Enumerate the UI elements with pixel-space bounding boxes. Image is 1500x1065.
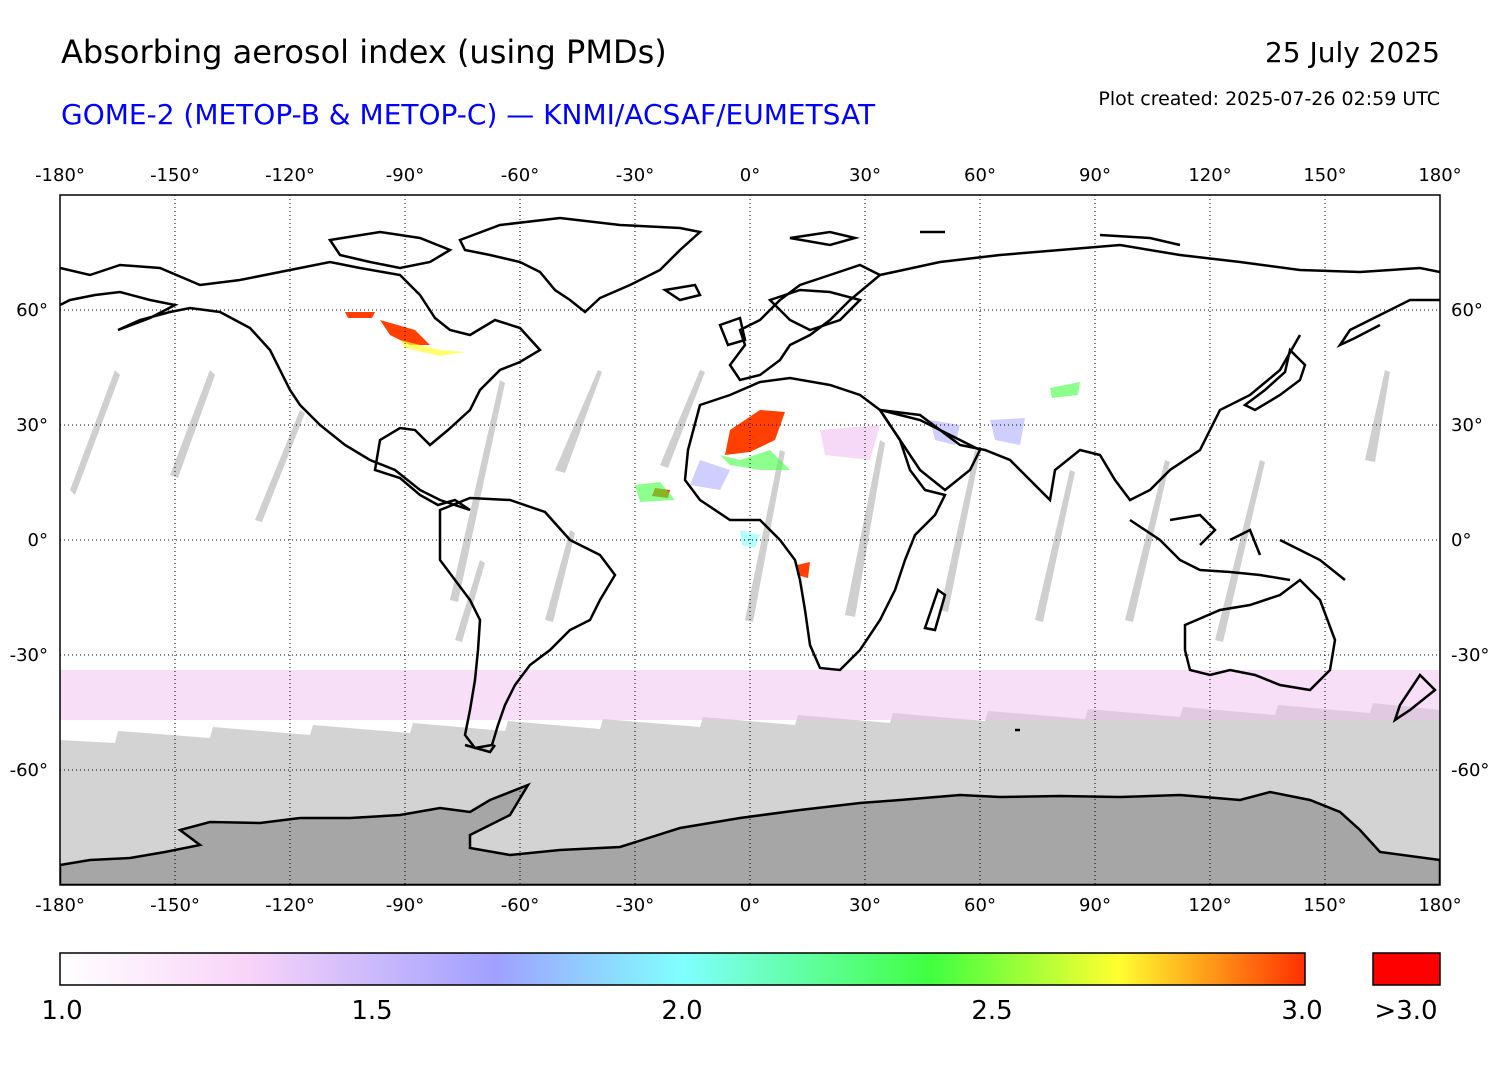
canada-fires bbox=[380, 320, 430, 345]
lat-tick: 30° bbox=[1451, 415, 1483, 436]
lat-tick: -30° bbox=[1451, 645, 1489, 666]
lon-tick: 90° bbox=[1079, 895, 1111, 916]
asia-coast bbox=[879, 243, 1440, 503]
lat-tick: 30° bbox=[16, 415, 48, 436]
lat-tick: -30° bbox=[10, 645, 48, 666]
plot-title: Absorbing aerosol index (using PMDs) bbox=[61, 33, 667, 71]
greenland-coast bbox=[458, 216, 703, 314]
colorbar-tick: 3.0 bbox=[1281, 996, 1323, 1026]
colorbar-overflow-label: >3.0 bbox=[1374, 996, 1438, 1026]
plot-created-timestamp: Plot created: 2025-07-26 02:59 UTC bbox=[1098, 88, 1440, 110]
coastlines bbox=[60, 216, 1440, 754]
lon-tick: 0° bbox=[740, 895, 760, 916]
lon-tick: 60° bbox=[964, 165, 996, 186]
lon-tick: 150° bbox=[1303, 895, 1346, 916]
lon-tick: -120° bbox=[265, 165, 315, 186]
lat-ticks-left: 60° 30° 0° -30° -60° bbox=[10, 300, 48, 781]
colorbar-tick: 1.0 bbox=[41, 996, 83, 1026]
map-frame bbox=[59, 194, 1441, 886]
sahara-plume bbox=[725, 410, 785, 455]
lat-tick: 0° bbox=[28, 530, 48, 551]
lon-tick: 60° bbox=[964, 895, 996, 916]
lon-tick: 90° bbox=[1079, 165, 1111, 186]
colorbar-overflow-swatch bbox=[1372, 952, 1441, 986]
colorbar-tick: 2.5 bbox=[971, 996, 1013, 1026]
australia-coast bbox=[1183, 578, 1337, 692]
lat-ticks-right: 60° 30° 0° -30° -60° bbox=[1451, 300, 1489, 781]
africa-coast bbox=[683, 376, 947, 672]
north-america-coast bbox=[60, 260, 542, 512]
lon-tick: -30° bbox=[616, 895, 654, 916]
south-america-coast bbox=[438, 496, 617, 750]
lon-tick: 30° bbox=[849, 895, 881, 916]
lon-tick: -30° bbox=[616, 165, 654, 186]
lon-tick: 120° bbox=[1188, 165, 1231, 186]
lon-tick: 180° bbox=[1418, 165, 1461, 186]
lon-tick: -120° bbox=[265, 895, 315, 916]
colorbar-gradient bbox=[59, 952, 1306, 986]
lon-tick: 180° bbox=[1418, 895, 1461, 916]
lon-tick: -60° bbox=[501, 165, 539, 186]
lat-tick: 60° bbox=[1451, 300, 1483, 321]
plot-date: 25 July 2025 bbox=[1264, 36, 1440, 69]
lon-tick: -180° bbox=[35, 895, 85, 916]
lon-tick: -90° bbox=[386, 895, 424, 916]
lon-tick: -60° bbox=[501, 895, 539, 916]
lon-tick: -150° bbox=[150, 895, 200, 916]
lon-tick: -180° bbox=[35, 165, 85, 186]
colorbar-tick: 2.0 bbox=[661, 996, 703, 1026]
lon-tick: -150° bbox=[150, 165, 200, 186]
plot-subtitle: GOME-2 (METOP-B & METOP-C) — KNMI/ACSAF/… bbox=[61, 98, 876, 131]
lon-tick: 150° bbox=[1303, 165, 1346, 186]
lon-tick: 120° bbox=[1188, 895, 1231, 916]
lat-tick: -60° bbox=[1451, 760, 1489, 781]
orbit-gaps bbox=[70, 370, 1390, 642]
lon-ticks-top: -180° -150° -120° -90° -60° -30° 0° 30° … bbox=[35, 165, 1462, 186]
colorbar-tick: 1.5 bbox=[351, 996, 393, 1026]
lat-tick: 60° bbox=[16, 300, 48, 321]
graticule bbox=[60, 195, 1440, 885]
lon-tick: -90° bbox=[386, 165, 424, 186]
lat-tick: 0° bbox=[1451, 530, 1471, 551]
lon-tick: 0° bbox=[740, 165, 760, 186]
lon-ticks-bottom: -180° -150° -120° -90° -60° -30° 0° 30° … bbox=[35, 895, 1462, 916]
lon-tick: 30° bbox=[849, 165, 881, 186]
lat-tick: -60° bbox=[10, 760, 48, 781]
